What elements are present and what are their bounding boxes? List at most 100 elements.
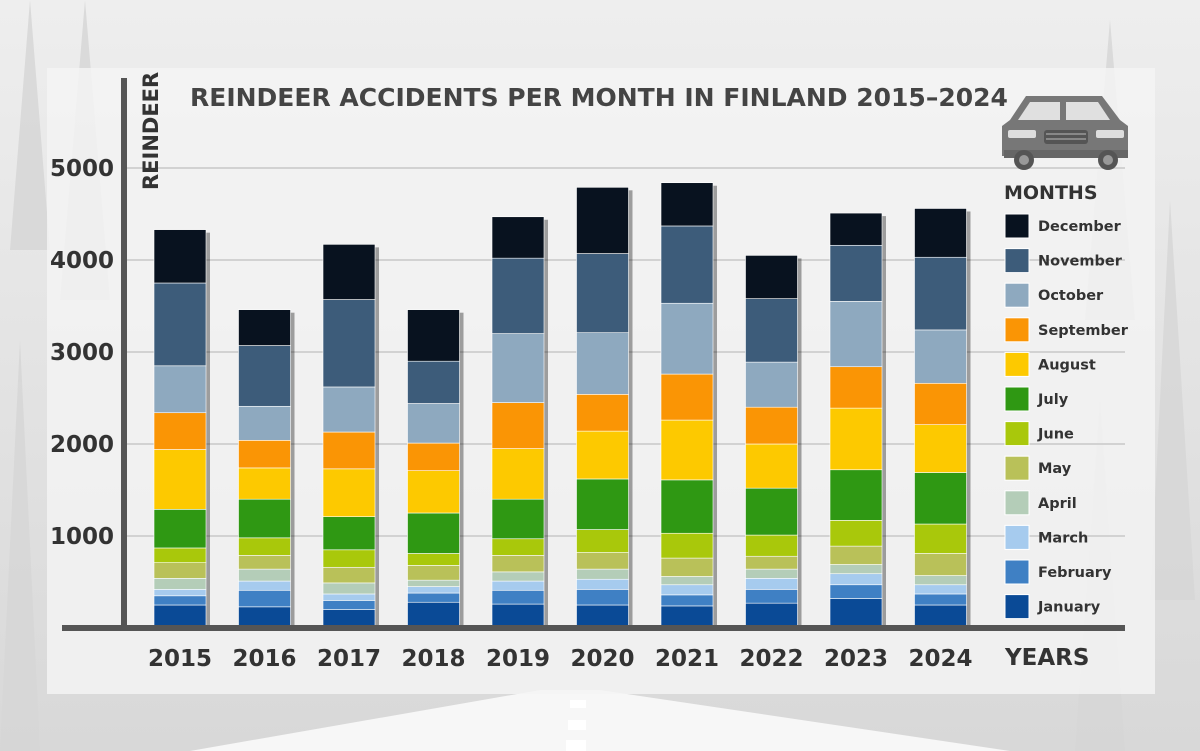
legend-swatch-june (1004, 421, 1030, 447)
bar-segment-2019-january (491, 603, 545, 629)
bar-segment-2018-january (407, 601, 460, 629)
bar-segment-2016-october (238, 405, 291, 441)
bar-segment-2018-july (407, 512, 460, 554)
legend-swatch-february (1004, 559, 1030, 585)
legend-title: MONTHS (1004, 182, 1098, 204)
bar-segment-2022-may (745, 555, 798, 570)
bar-segment-2017-december (322, 244, 376, 300)
bar-segment-2018-december (407, 309, 460, 362)
bar-segment-2015-october (153, 365, 207, 414)
bar-segment-2019-october (491, 333, 545, 403)
bar-segment-2024-april (914, 575, 967, 586)
legend-label-october: October (1038, 288, 1104, 304)
y-tick-label: 2000 (50, 432, 114, 458)
x-tick-label: 2020 (570, 646, 634, 672)
bar-segment-2018-september (407, 442, 460, 471)
bar-segment-2019-july (491, 498, 545, 540)
bar-segment-2019-may (491, 555, 545, 573)
bar-segment-2024-december (914, 208, 967, 258)
bar-segment-2021-january (660, 605, 714, 629)
bar-segment-2016-september (238, 440, 291, 469)
bar-segment-2018-may (407, 565, 460, 581)
bar-segment-2023-november (829, 244, 883, 302)
y-axis-label: REINDEER (139, 72, 163, 190)
legend-label-march: March (1038, 530, 1088, 546)
bar-segment-2020-march (576, 578, 629, 590)
bar-segment-2022-december (745, 255, 798, 299)
legend-swatch-august (1004, 351, 1030, 377)
legend-swatch-may (1004, 455, 1030, 481)
bar-segment-2016-december (238, 309, 291, 346)
bar-segment-2015-july (153, 509, 207, 549)
bar-segment-2018-february (407, 592, 460, 603)
bar-segment-2019-february (491, 589, 545, 605)
bar-segment-2016-march (238, 580, 291, 591)
x-tick-label: 2023 (824, 646, 888, 672)
bar-segment-2024-june (914, 523, 967, 554)
x-tick-labels: 2015 2016 2017 2018 2019 2020 2021 2022 2023 2024 (148, 646, 973, 672)
bar-segment-2024-january (914, 604, 967, 629)
bar-segment-2015-january (153, 604, 207, 629)
legend-swatch-april (1004, 490, 1030, 516)
bar-segment-2019-march (491, 580, 545, 591)
legend-label-july: July (1037, 392, 1069, 408)
car-icon (1002, 96, 1128, 170)
bar-segment-2018-august (407, 470, 460, 514)
bar-segment-2015-april (153, 578, 207, 590)
y-tick-label: 5000 (50, 156, 114, 182)
legend-swatch-march (1004, 524, 1030, 550)
bar-segment-2020-september (576, 394, 629, 432)
bar-segment-2018-june (407, 553, 460, 566)
bar-segment-2022-august (745, 443, 798, 489)
legend-label-january: January (1037, 600, 1101, 616)
legend-swatch-july (1004, 386, 1030, 412)
bar-segment-2023-april (829, 564, 883, 575)
stacked-bars (153, 182, 971, 629)
legend-label-august: August (1038, 357, 1096, 373)
bar-segment-2022-march (745, 578, 798, 590)
bar-segment-2017-june (322, 549, 376, 568)
bar-segment-2021-june (660, 532, 714, 559)
bar-segment-2018-april (407, 579, 460, 587)
bar-segment-2021-october (660, 302, 714, 375)
bar-segment-2021-december (660, 182, 714, 227)
legend-swatch-october (1004, 282, 1030, 308)
bar-segment-2020-november (576, 253, 629, 333)
bar-segment-2023-october (829, 301, 883, 368)
bar-segment-2020-june (576, 529, 629, 553)
x-axis-label: YEARS (1004, 645, 1089, 671)
bar-segment-2023-september (829, 366, 883, 409)
bar-segment-2017-august (322, 468, 376, 517)
legend-swatch-january (1004, 594, 1030, 620)
bar-segment-2023-may (829, 545, 883, 565)
x-tick-label: 2019 (486, 646, 550, 672)
bar-segment-2024-september (914, 382, 967, 425)
bar-segment-2023-december (829, 212, 883, 246)
bar-segment-2016-july (238, 498, 291, 539)
bar-segment-2017-may (322, 566, 376, 584)
x-axis-line (62, 625, 1125, 631)
bar-segment-2020-october (576, 332, 629, 395)
bar-segment-2020-december (576, 187, 629, 254)
bar-segment-2017-october (322, 386, 376, 433)
bar-segment-2024-november (914, 256, 967, 331)
bar-segment-2021-april (660, 576, 714, 586)
legend-swatch-december (1004, 213, 1030, 239)
bar-segment-2024-may (914, 553, 967, 576)
bar-segment-2018-march (407, 586, 460, 594)
bar-segment-2017-november (322, 299, 376, 388)
bar-segment-2021-july (660, 479, 714, 534)
legend-label-may: May (1038, 461, 1072, 477)
legend-swatch-november (1004, 248, 1030, 274)
bar-segment-2022-september (745, 406, 798, 445)
y-tick-label: 4000 (50, 248, 114, 274)
legend-swatch-september (1004, 317, 1030, 343)
bar-segment-2023-march (829, 573, 883, 586)
bar-segment-2022-january (745, 602, 798, 629)
bar-segment-2023-august (829, 407, 883, 471)
bar-segment-2021-september (660, 373, 714, 421)
bar-segment-2019-december (491, 216, 545, 259)
bar-segment-2015-august (153, 449, 207, 510)
